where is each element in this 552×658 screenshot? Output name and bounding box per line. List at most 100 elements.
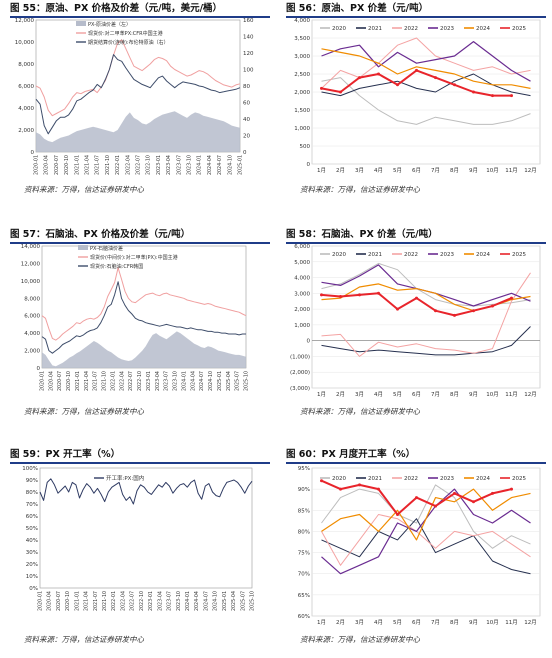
y-tick-label: 3,000 — [294, 291, 310, 297]
y-tick-label: 6,000 — [24, 314, 40, 320]
y-tick-label: 10% — [26, 574, 38, 580]
series-point — [434, 76, 437, 80]
x-tick-label: 1月 — [317, 391, 326, 398]
y-tick-label: (3,000) — [290, 386, 310, 392]
x-tick-label: 2023-07 — [176, 155, 182, 175]
chart-source: 资料来源：万得，信达证券研发中心 — [300, 635, 420, 644]
legend-label: 2020 — [332, 252, 346, 258]
y-tick-label: 4,000 — [294, 18, 310, 24]
legend-label: 期货结算价(连续):布伦特原油（右） — [88, 39, 169, 46]
x-tick-label: 2024-04 — [194, 591, 200, 611]
x-tick-label: 2月 — [336, 167, 345, 174]
x-tick-label: 5月 — [393, 167, 402, 174]
series-point — [434, 504, 437, 508]
x-tick-label: 10月 — [486, 391, 499, 398]
x-tick-label: 2021-04 — [84, 591, 90, 611]
x-tick-label: 12月 — [524, 167, 537, 174]
chart-source: 资料来源：万得，信达证券研发中心 — [300, 407, 420, 416]
y-tick-label: 2,000 — [24, 349, 40, 355]
legend-label: 2022 — [404, 26, 418, 32]
x-tick-label: 8月 — [450, 391, 459, 398]
x-tick-label: 2024-07 — [217, 155, 223, 175]
y-tick-label: 4,000 — [294, 276, 310, 282]
x-tick-label: 2025-07 — [240, 591, 246, 611]
legend-swatch — [78, 245, 88, 250]
panel-chart-57: 图 57：石脑油、PX 价格及价差（元/吨） 0 2,000 4,000 6,000 8… — [2, 228, 272, 438]
y-tick-label: 2,000 — [294, 307, 310, 313]
x-tick-label: 2023-07 — [167, 591, 173, 611]
y-tick-label: 95% — [298, 466, 310, 472]
x-tick-label: 3月 — [355, 619, 364, 626]
series-line-1 — [321, 73, 531, 97]
x-tick-label: 2022-10 — [139, 591, 145, 611]
y-tick-label: 6,000 — [294, 244, 310, 250]
x-tick-label: 2021-07 — [95, 155, 101, 175]
y-tick-label: 2,500 — [294, 72, 310, 78]
series-line-0 — [321, 262, 531, 307]
x-tick-label: 2025-10 — [244, 371, 250, 391]
x-tick-label: 2月 — [336, 619, 345, 626]
y-tick-label: (2,000) — [290, 370, 310, 376]
x-tick-label: 2025-04 — [226, 371, 232, 391]
x-tick-label: 2020-07 — [56, 591, 62, 611]
series-point — [320, 293, 323, 297]
series-line-2 — [321, 514, 531, 566]
series-point — [358, 483, 361, 487]
legend-label: 2022 — [404, 476, 418, 482]
chart-title: 图 60：PX 月度开工率（%） — [286, 448, 546, 464]
x-tick-label: 9月 — [469, 167, 478, 174]
legend-label: 现货价(中间价):对二甲苯(PX):中国主港 — [90, 254, 178, 261]
x-tick-label: 12月 — [524, 391, 537, 398]
x-tick-label: 7月 — [431, 167, 440, 174]
x-tick-label: 2022-07 — [136, 155, 142, 175]
legend-label: 2023 — [440, 476, 454, 482]
x-tick-label: 2022-04 — [119, 371, 125, 391]
x-tick-label: 2021-04 — [85, 155, 91, 175]
legend-label: 2021 — [368, 26, 382, 32]
legend-label: 2025 — [512, 252, 526, 258]
x-tick-label: 2021-10 — [102, 371, 108, 391]
chart-60-svg: 60% 65% 70% 75% 80% 85% 90% 95% 1月 2月 3月 4月 5月 6月 7月 8月… — [298, 466, 541, 626]
chart-58-svg: (3,000) (2,000) (1,000) 0 1,000 2,000 3,000 4,0… — [290, 244, 541, 398]
series-line-0 — [321, 77, 531, 125]
series-point — [358, 293, 361, 297]
y-tick-label: 50% — [26, 526, 38, 532]
chart-57-svg: 0 2,000 4,000 6,000 8,000 10,000 12,000 14,000 2… — [21, 244, 250, 391]
series-point — [415, 68, 418, 72]
x-tick-label: 10月 — [486, 619, 499, 626]
right-tick-label: 0 — [243, 150, 247, 156]
series-line-2 — [41, 281, 246, 354]
series-point — [339, 295, 342, 298]
x-tick-label: 7月 — [431, 619, 440, 626]
right-tick-label: 160 — [243, 18, 254, 24]
x-tick-label: 11月 — [505, 619, 518, 626]
y-tick-label: 1,000 — [294, 323, 310, 329]
series-point — [472, 500, 475, 504]
legend-label: 现货价:对二甲苯PX:CFR中国主港 — [88, 30, 163, 37]
x-tick-label: 2021-10 — [105, 155, 111, 175]
legend-label: 2023 — [440, 26, 454, 32]
y-tick-label: 1,000 — [294, 126, 310, 132]
x-tick-label: 2020-10 — [66, 371, 72, 391]
right-tick-label: 20 — [243, 134, 250, 140]
series-point — [377, 291, 380, 295]
legend-label: 2023 — [440, 252, 454, 258]
legend-label: 2021 — [368, 476, 382, 482]
legend-swatch — [76, 21, 86, 26]
x-tick-label: 11月 — [505, 167, 518, 174]
series-line-2 — [321, 272, 531, 357]
x-tick-label: 2025-01 — [238, 155, 244, 175]
x-tick-label: 2021-01 — [74, 591, 80, 611]
x-tick-label: 4月 — [374, 167, 383, 174]
chart-59-svg: 0% 10% 20% 30% 40% 50% 60% 70% 80% 90% 100% 2020-01… — [22, 466, 255, 611]
series-line-4 — [321, 48, 531, 89]
x-tick-label: 2020-10 — [65, 591, 71, 611]
x-tick-label: 2023-04 — [166, 155, 172, 175]
x-tick-label: 2025-01 — [222, 591, 228, 611]
series-point — [453, 491, 456, 495]
x-tick-label: 2024-10 — [227, 155, 233, 175]
x-tick-label: 2021-01 — [75, 371, 81, 391]
chart-title: 图 58：石脑油、PX 价差（元/吨） — [286, 228, 546, 244]
right-tick-label: 100 — [243, 68, 254, 74]
series-line-1 — [321, 326, 531, 356]
